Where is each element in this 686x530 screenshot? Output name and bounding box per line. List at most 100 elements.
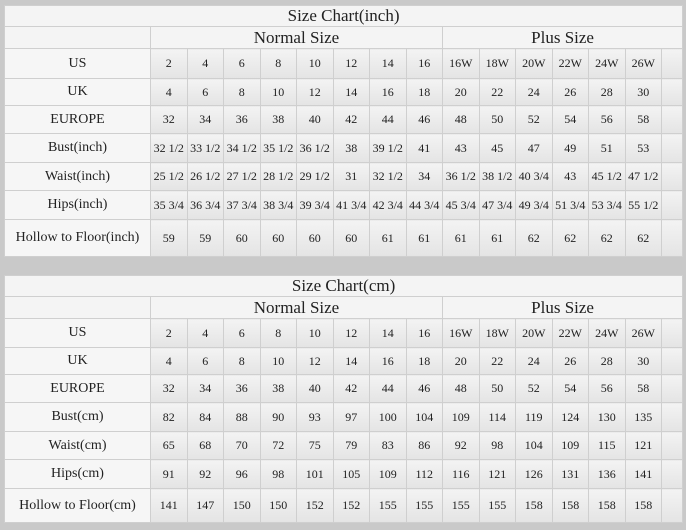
table-cell: 26W — [624, 318, 662, 348]
row-label: US — [4, 48, 151, 79]
table-cell: 37 3/4 — [223, 190, 261, 220]
table-cell: 8 — [223, 347, 261, 375]
table-cell: 155 — [369, 488, 407, 523]
table-cell: 44 — [369, 105, 407, 134]
table-cell: 28 — [588, 78, 626, 106]
table-cell: 14 — [332, 78, 370, 106]
table-cell: 10 — [296, 318, 334, 348]
table-cell: 114 — [478, 402, 516, 432]
row-label: US — [4, 318, 151, 348]
table-cell: 150 — [223, 488, 261, 523]
table-cell: 60 — [223, 219, 261, 257]
table-cell: 39 3/4 — [296, 190, 334, 220]
row-label: EUROPE — [4, 374, 151, 403]
row-label: EUROPE — [4, 105, 151, 134]
table-cell: 49 — [551, 133, 589, 163]
row-label: Bust(inch) — [4, 133, 151, 163]
group-header-plus: Plus Size — [441, 296, 684, 319]
table-cell: 10 — [259, 78, 297, 106]
table-cell: 147 — [186, 488, 224, 523]
table-row: EUROPE 32 34 36 38 40 42 44 46 48 50 52 54 56 58 — [4, 105, 684, 134]
table-cell: 38 3/4 — [259, 190, 297, 220]
table-cell: 62 — [515, 219, 553, 257]
empty-cell — [660, 402, 684, 432]
table-cell: 56 — [588, 105, 626, 134]
table-cell: 61 — [369, 219, 407, 257]
table-cell: 16 — [369, 347, 407, 375]
empty-cell — [660, 78, 684, 106]
table-cell: 75 — [296, 431, 334, 460]
table-cell: 26 — [551, 347, 589, 375]
table-cell: 40 — [296, 374, 334, 403]
table-cell: 12 — [296, 78, 334, 106]
table-row: UK 4 6 8 10 12 14 16 18 20 22 24 26 28 30 — [4, 347, 684, 375]
table-cell: 30 — [624, 78, 662, 106]
table-cell: 16 — [405, 318, 443, 348]
table-cell: 18 — [405, 78, 443, 106]
table-cell: 4 — [150, 347, 188, 375]
table-cell: 26W — [624, 48, 662, 79]
size-chart-cm: Size Chart(cm) Normal Size Plus Size US 2 4 6 8… — [3, 275, 684, 523]
table-cell: 14 — [369, 318, 407, 348]
table-row: Bust(cm) 82 84 88 90 93 97 100 104 109 114 119 124 13… — [4, 402, 684, 432]
table-cell: 141 — [150, 488, 188, 523]
table-cell: 52 — [515, 105, 553, 134]
table-cell: 91 — [150, 459, 188, 489]
table-cell: 28 1/2 — [259, 162, 297, 191]
group-header-normal: Normal Size — [150, 296, 443, 319]
table-cell: 34 — [405, 162, 443, 191]
table-cell: 16W — [442, 48, 480, 79]
table-cell: 90 — [259, 402, 297, 432]
table-cell: 30 — [624, 347, 662, 375]
table-cell: 92 — [442, 431, 480, 460]
table-cell: 98 — [259, 459, 297, 489]
table-cell: 158 — [624, 488, 662, 523]
table-row: UK 4 6 8 10 12 14 16 18 20 22 24 26 28 30 — [4, 78, 684, 106]
table-cell: 31 — [332, 162, 370, 191]
table-cell: 61 — [442, 219, 480, 257]
size-table: Size Chart(inch) Normal Size Plus Size US 2 4… — [3, 5, 684, 257]
corner-cell — [4, 296, 151, 319]
table-cell: 84 — [186, 402, 224, 432]
row-label: Hollow to Floor(cm) — [4, 488, 151, 523]
row-label: Hollow to Floor(inch) — [4, 219, 151, 257]
table-cell: 61 — [478, 219, 516, 257]
table-cell: 58 — [624, 105, 662, 134]
table-cell: 36 — [223, 105, 261, 134]
table-cell: 14 — [332, 347, 370, 375]
table-cell: 70 — [223, 431, 261, 460]
table-cell: 83 — [369, 431, 407, 460]
table-cell: 100 — [369, 402, 407, 432]
row-label: UK — [4, 78, 151, 106]
table-cell: 53 — [624, 133, 662, 163]
table-cell: 34 1/2 — [223, 133, 261, 163]
table-row: Bust(inch) 32 1/2 33 1/2 34 1/2 35 1/2 36 1/2… — [4, 133, 684, 163]
row-label: Hips(cm) — [4, 459, 151, 489]
empty-cell — [660, 459, 684, 489]
table-cell: 79 — [332, 431, 370, 460]
table-cell: 48 — [442, 374, 480, 403]
table-cell: 32 — [150, 105, 188, 134]
table-cell: 115 — [588, 431, 626, 460]
table-cell: 22W — [551, 318, 589, 348]
table-cell: 36 1/2 — [442, 162, 480, 191]
table-cell: 20W — [515, 318, 553, 348]
table-cell: 51 3/4 — [551, 190, 589, 220]
table-cell: 12 — [332, 48, 370, 79]
table-cell: 136 — [588, 459, 626, 489]
table-cell: 155 — [478, 488, 516, 523]
table-cell: 54 — [551, 105, 589, 134]
table-cell: 16 — [405, 48, 443, 79]
table-cell: 104 — [515, 431, 553, 460]
table-cell: 18W — [478, 318, 516, 348]
table-cell: 38 — [332, 133, 370, 163]
table-cell: 14 — [369, 48, 407, 79]
table-cell: 49 3/4 — [515, 190, 553, 220]
table-cell: 109 — [369, 459, 407, 489]
empty-cell — [660, 431, 684, 460]
table-cell: 6 — [186, 78, 224, 106]
table-row: Hips(cm) 91 92 96 98 101 105 109 112 116 121 126 131… — [4, 459, 684, 489]
empty-cell — [660, 190, 684, 220]
table-cell: 42 — [332, 374, 370, 403]
table-row: Hollow to Floor(cm) 141 147 150 150 152 152 155… — [4, 488, 684, 523]
